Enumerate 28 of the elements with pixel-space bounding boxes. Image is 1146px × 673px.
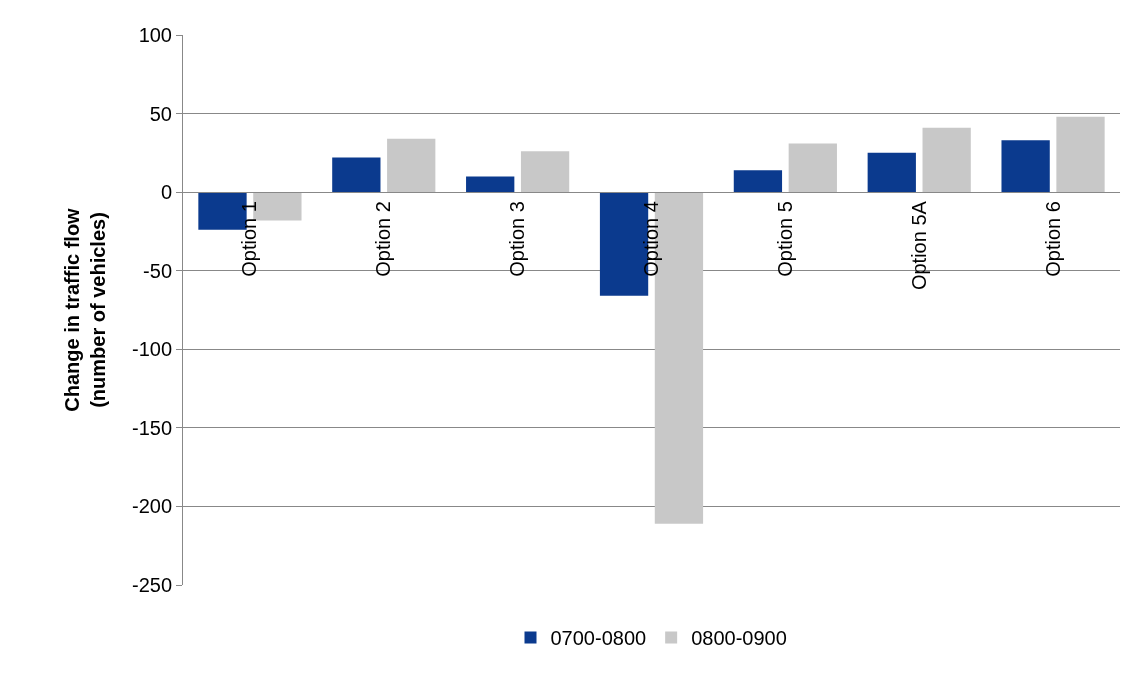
y-tick-label: 0: [160, 181, 172, 204]
x-tick-label: Option 5: [773, 201, 796, 277]
x-tick-label: Option 1: [238, 201, 261, 277]
y-axis-title: Change in traffic flow (number of vehicles): [61, 207, 110, 412]
y-tick-label: 100: [138, 24, 172, 46]
bar: [1056, 116, 1105, 193]
x-tick-label: Option 3: [506, 201, 529, 277]
bar: [922, 127, 971, 193]
y-tick-label: 50: [149, 102, 172, 125]
bar: [867, 152, 916, 193]
bar: [788, 143, 837, 193]
x-tick-label: Option 6: [1041, 201, 1064, 277]
legend-label: 0800-0900: [691, 627, 787, 650]
x-tick-label: Option 5A: [907, 200, 930, 291]
y-tick-label: -50: [143, 259, 172, 282]
bar: [733, 170, 783, 193]
bar: [1001, 140, 1050, 193]
bar: [466, 176, 515, 193]
y-tick-label: -200: [131, 495, 172, 518]
y-tick-label: -250: [131, 574, 172, 596]
x-tick-label: Option 4: [640, 201, 662, 277]
y-tick-label: -150: [131, 416, 172, 439]
bar: [520, 151, 570, 193]
bar: [387, 138, 436, 193]
y-tick-label: -100: [131, 338, 172, 361]
bar: [332, 157, 381, 193]
x-tick-label: Option 2: [372, 201, 395, 277]
legend-label: 0700-0800: [550, 627, 647, 650]
